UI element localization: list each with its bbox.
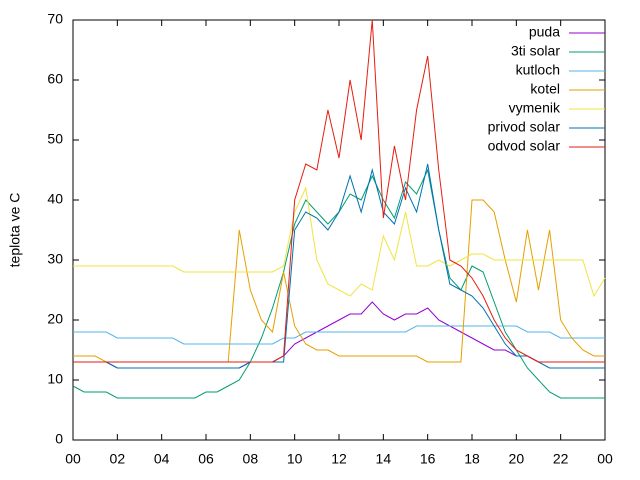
legend-label: kotel xyxy=(530,81,560,97)
x-tick-label: 04 xyxy=(154,451,170,467)
legend-label: 3ti solar xyxy=(511,43,560,59)
x-tick-label: 20 xyxy=(509,451,525,467)
y-tick-label: 10 xyxy=(47,371,63,387)
x-tick-label: 00 xyxy=(597,451,613,467)
y-axis-label: teplota ve C xyxy=(7,193,23,268)
x-tick-label: 00 xyxy=(65,451,81,467)
legend-label: kutloch xyxy=(516,62,560,78)
legend-label: puda xyxy=(529,24,560,40)
y-tick-label: 50 xyxy=(47,131,63,147)
y-tick-label: 40 xyxy=(47,191,63,207)
y-tick-label: 30 xyxy=(47,251,63,267)
x-tick-label: 06 xyxy=(198,451,214,467)
y-tick-label: 70 xyxy=(47,11,63,27)
y-tick-label: 0 xyxy=(55,431,63,447)
y-tick-label: 60 xyxy=(47,71,63,87)
x-tick-label: 10 xyxy=(287,451,303,467)
legend-label: odvod solar xyxy=(488,138,561,154)
x-tick-label: 22 xyxy=(553,451,569,467)
plot-border xyxy=(72,19,606,441)
x-tick-label: 18 xyxy=(464,451,480,467)
series-line xyxy=(73,163,605,369)
x-tick-label: 16 xyxy=(420,451,436,467)
x-tick-label: 14 xyxy=(376,451,392,467)
series-line xyxy=(72,168,605,399)
x-tick-label: 12 xyxy=(331,451,347,467)
legend-label: vymenik xyxy=(509,100,561,116)
y-tick-label: 20 xyxy=(47,311,63,327)
x-tick-label: 02 xyxy=(110,451,126,467)
x-tick-label: 08 xyxy=(243,451,259,467)
legend-label: privod solar xyxy=(488,119,561,135)
series-line xyxy=(73,186,606,298)
series-line xyxy=(73,19,605,363)
series-line xyxy=(73,325,605,345)
series-line xyxy=(73,301,605,369)
